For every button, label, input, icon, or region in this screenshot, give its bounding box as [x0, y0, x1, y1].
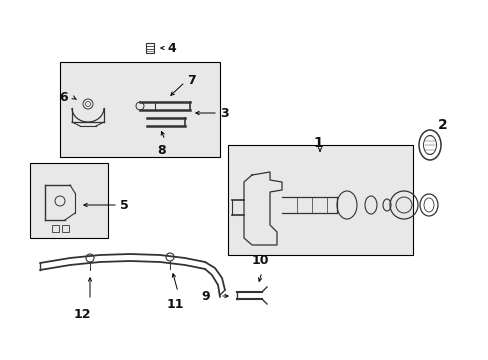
Text: 7: 7 — [186, 73, 195, 86]
Text: 1: 1 — [312, 136, 322, 150]
Text: 9: 9 — [201, 289, 209, 302]
Bar — [227, 145, 412, 255]
Bar — [52, 225, 59, 232]
Text: 10: 10 — [251, 254, 268, 267]
Text: 2: 2 — [437, 118, 447, 132]
Bar — [146, 43, 154, 53]
Text: 5: 5 — [120, 198, 128, 212]
Text: 8: 8 — [157, 144, 166, 157]
Text: 12: 12 — [73, 308, 91, 321]
Text: 3: 3 — [220, 107, 228, 120]
Bar — [60, 62, 220, 157]
Text: 6: 6 — [59, 90, 68, 104]
Bar — [62, 225, 69, 232]
Text: 4: 4 — [167, 41, 175, 54]
Text: 11: 11 — [166, 298, 183, 311]
Bar — [30, 163, 108, 238]
